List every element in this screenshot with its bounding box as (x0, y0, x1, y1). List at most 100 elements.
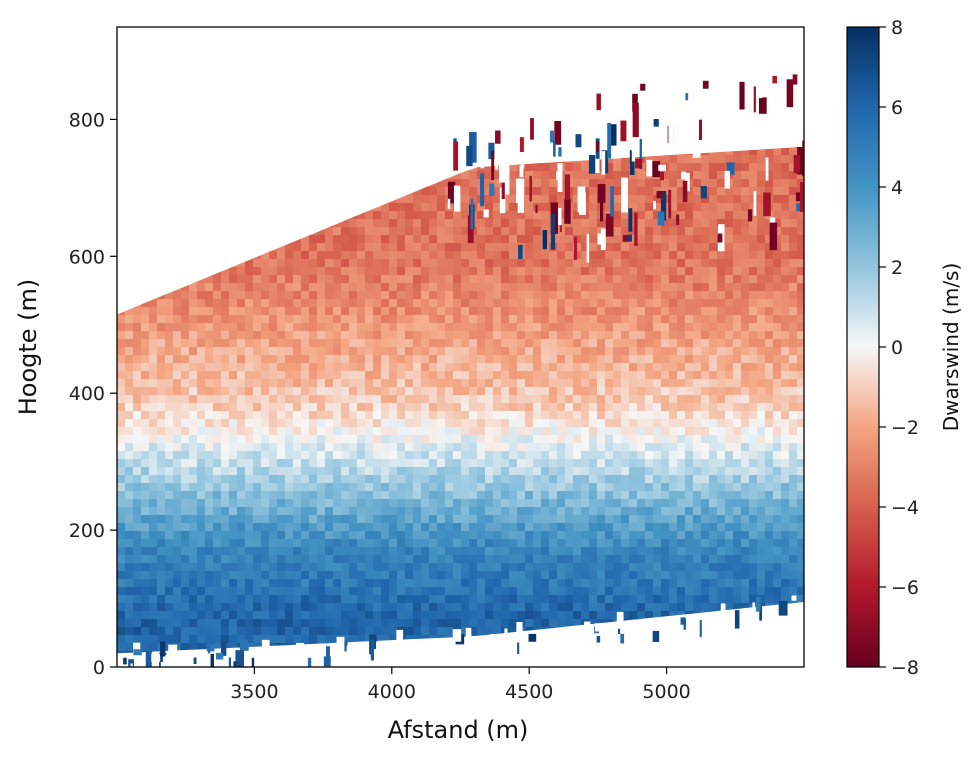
heatmap-cell (309, 299, 318, 308)
heatmap-cell (173, 427, 182, 436)
heatmap-cell (549, 323, 558, 332)
heatmap-cell (245, 315, 254, 324)
heatmap-cell (693, 243, 702, 252)
heatmap-cell (677, 411, 686, 420)
heatmap-cell (533, 339, 542, 348)
heatmap-cell (245, 323, 254, 332)
heatmap-cell (645, 395, 654, 404)
heatmap-cell (405, 459, 414, 468)
heatmap-cell (725, 355, 734, 364)
heatmap-cell (277, 459, 286, 468)
heatmap-cell (661, 443, 670, 452)
heatmap-cell (741, 307, 750, 316)
heatmap-cell (485, 403, 494, 412)
heatmap-cell (293, 339, 302, 348)
heatmap-cell (285, 387, 294, 396)
heatmap-cell (781, 347, 790, 356)
heatmap-cell (517, 323, 526, 332)
heatmap-cell (229, 467, 238, 476)
heatmap-cell (493, 443, 502, 452)
heatmap-cell (597, 219, 606, 228)
heatmap-cell (589, 203, 598, 212)
heatmap-cell (341, 427, 350, 436)
heatmap-cell (437, 379, 446, 388)
heatmap-cell (205, 435, 214, 444)
heatmap-cell (157, 419, 166, 428)
heatmap-cell (461, 459, 470, 468)
heatmap-cell (669, 403, 678, 412)
heatmap-cell (565, 315, 574, 324)
heatmap-cell (477, 483, 486, 492)
heatmap-cell (605, 195, 614, 204)
heatmap-cell (309, 483, 318, 492)
heatmap-cell (685, 475, 694, 484)
heatmap-cell (469, 251, 478, 260)
heatmap-cell (757, 291, 766, 300)
heatmap-cell (533, 259, 542, 268)
heatmap-cell (677, 379, 686, 388)
heatmap-cell (709, 451, 718, 460)
heatmap-cell (341, 267, 350, 276)
heatmap-cell (797, 347, 804, 356)
heatmap-cell (421, 203, 430, 212)
heatmap-cell (549, 419, 558, 428)
heatmap-cell (565, 467, 574, 476)
heatmap-cell (613, 395, 622, 404)
heatmap-cell (293, 467, 302, 476)
heatmap-cell (605, 419, 614, 428)
heatmap-cell (245, 427, 254, 436)
heatmap-cell (773, 283, 782, 292)
heatmap-cell (469, 483, 478, 492)
heatmap-cell (501, 451, 510, 460)
heatmap-cell (309, 451, 318, 460)
heatmap-cell (325, 243, 334, 252)
heatmap-cell (765, 483, 774, 492)
heatmap-cell (573, 475, 582, 484)
heatmap-cell (557, 323, 566, 332)
heatmap-cell (717, 339, 726, 348)
heatmap-cell (461, 363, 470, 372)
heatmap-cell (701, 307, 710, 316)
heatmap-cell (461, 387, 470, 396)
heatmap-cell (717, 307, 726, 316)
heatmap-cell (781, 451, 790, 460)
heatmap-cell (365, 419, 374, 428)
heatmap-cell (261, 443, 270, 452)
heatmap-cell (581, 443, 590, 452)
heatmap-cell (797, 235, 804, 244)
heatmap-cell (533, 467, 542, 476)
heatmap-cell (653, 155, 662, 164)
heatmap-cell (237, 355, 246, 364)
heatmap-cell (701, 323, 710, 332)
heatmap-cell (429, 435, 438, 444)
heatmap-cell (757, 379, 766, 388)
heatmap-cell (173, 363, 182, 372)
heatmap-cell (397, 331, 406, 340)
heatmap-cell (405, 315, 414, 324)
heatmap-cell (765, 171, 774, 180)
heatmap-cell (725, 435, 734, 444)
heatmap-cell (781, 227, 790, 236)
heatmap-cell (797, 435, 804, 444)
heatmap-cell (557, 251, 566, 260)
heatmap-cell (629, 323, 638, 332)
heatmap-cell (541, 299, 550, 308)
heatmap-cell (149, 323, 158, 332)
heatmap-cell (277, 427, 286, 436)
heatmap-cell (301, 347, 310, 356)
heatmap-cell (517, 291, 526, 300)
heatmap-cell (125, 411, 134, 420)
heatmap-cell (749, 419, 758, 428)
heatmap-cell (213, 371, 222, 380)
heatmap-cell (181, 387, 190, 396)
heatmap-cell (421, 219, 430, 228)
heatmap-cell (581, 363, 590, 372)
heatmap-cell (501, 395, 510, 404)
heatmap-cell (669, 339, 678, 348)
heatmap-cell (525, 435, 534, 444)
heatmap-cell (725, 251, 734, 260)
heatmap-cell (485, 443, 494, 452)
heatmap-cell (229, 395, 238, 404)
heatmap-cell (733, 371, 742, 380)
heatmap-cell (237, 363, 246, 372)
